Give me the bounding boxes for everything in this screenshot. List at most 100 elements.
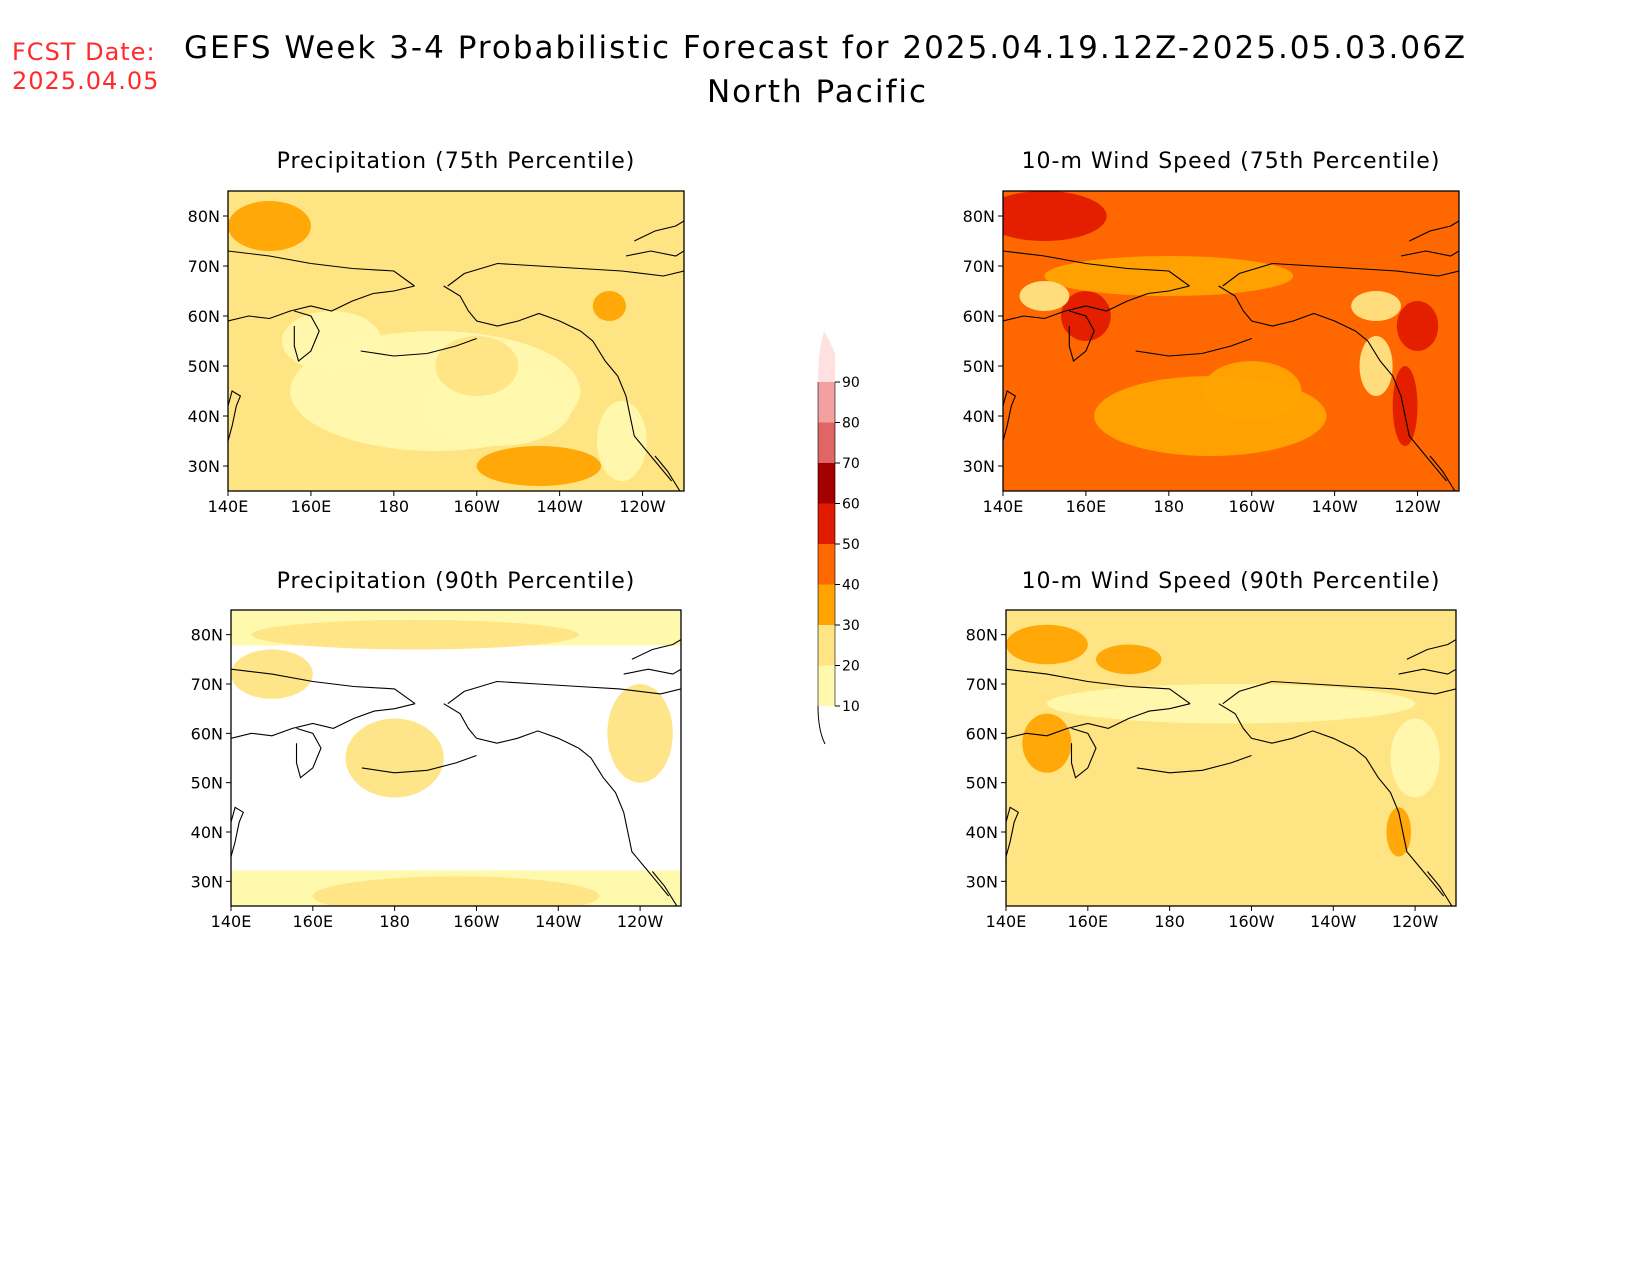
- coastline: [295, 727, 322, 779]
- field-contour: [1096, 644, 1162, 675]
- field-contour: [1392, 366, 1418, 446]
- fcst-date-block: FCST Date: 2025.04.05: [12, 38, 159, 96]
- coastline: [1426, 871, 1453, 906]
- lon-tick-label: 160W: [454, 497, 501, 516]
- colorbar-label: 80: [842, 416, 860, 432]
- colorbar-label: 50: [842, 537, 860, 553]
- field-contour: [1019, 281, 1070, 311]
- map-frame: [230, 609, 682, 907]
- lat-tick-label: 50N: [188, 357, 220, 376]
- lat-tick-label: 60N: [191, 724, 223, 743]
- fcst-date-label: FCST Date:: [12, 38, 156, 66]
- colorbar-label: 70: [842, 456, 860, 472]
- panel-title: 10-m Wind Speed (75th Percentile): [1022, 149, 1441, 174]
- field-contour: [592, 291, 626, 321]
- lat-tick-label: 40N: [966, 823, 998, 842]
- map-panel: Precipitation (90th Percentile) 140E 160E 1…: [191, 569, 682, 931]
- coastline: [651, 871, 678, 906]
- lat-tick-label: 30N: [191, 872, 223, 891]
- lon-tick-label: 140W: [535, 912, 582, 931]
- coastline: [447, 262, 684, 287]
- field-contour: [596, 401, 647, 481]
- lon-tick-label: 180: [379, 912, 410, 931]
- coastline: [1222, 680, 1456, 705]
- coastline: [1409, 220, 1459, 242]
- colorbar-label: 90: [842, 375, 860, 391]
- lat-tick-label: 70N: [191, 675, 223, 694]
- coastline: [1398, 668, 1456, 675]
- field-contour: [1396, 301, 1439, 351]
- field-contour: [1003, 191, 1107, 241]
- coastline: [1006, 703, 1191, 739]
- colorbar-swatch: [818, 544, 835, 585]
- figure-subtitle: North Pacific: [706, 74, 929, 110]
- coastline: [654, 455, 681, 491]
- coastline: [231, 668, 416, 705]
- lat-tick-label: 60N: [188, 307, 220, 326]
- coastline: [360, 337, 477, 357]
- lat-tick-label: 70N: [966, 675, 998, 694]
- lon-tick-label: 160E: [291, 497, 332, 516]
- coastline: [1136, 754, 1252, 774]
- map-panel: 10-m Wind Speed (75th Percentile) 140E 160…: [963, 149, 1460, 516]
- map-frame: [1005, 609, 1457, 907]
- fcst-date-value: 2025.04.05: [12, 67, 160, 95]
- colorbar-label: 60: [842, 497, 860, 513]
- coastline: [623, 668, 681, 675]
- lat-tick-label: 80N: [963, 207, 995, 226]
- lon-tick-label: 120W: [1392, 912, 1439, 931]
- lat-tick-label: 30N: [966, 872, 998, 891]
- lat-tick-label: 40N: [188, 407, 220, 426]
- lon-tick-label: 140E: [211, 912, 252, 931]
- field-contour: [607, 684, 673, 783]
- coastline: [634, 220, 684, 242]
- coastline: [1429, 455, 1456, 491]
- coastline: [1006, 668, 1191, 705]
- coastline: [1222, 262, 1459, 287]
- colorbar-swatch: [818, 463, 835, 504]
- coastline: [228, 285, 415, 322]
- panel-title: Precipitation (90th Percentile): [277, 569, 636, 594]
- field-contour: [345, 718, 444, 798]
- field-contour: [1390, 718, 1440, 798]
- field-contour: [1351, 291, 1401, 321]
- lat-tick-label: 60N: [966, 724, 998, 743]
- field-base: [231, 610, 681, 906]
- coastline: [1218, 703, 1445, 897]
- lat-tick-label: 70N: [188, 257, 220, 276]
- field-contour: [435, 336, 519, 396]
- coastline: [1406, 639, 1456, 660]
- coastline: [447, 680, 681, 705]
- coastline: [1068, 310, 1095, 362]
- lon-tick-label: 140E: [983, 497, 1024, 516]
- lon-tick-label: 160W: [453, 912, 500, 931]
- lon-tick-label: 140W: [1311, 497, 1358, 516]
- lon-tick-label: 120W: [1394, 497, 1441, 516]
- coastline: [228, 390, 242, 442]
- coastline: [1400, 250, 1459, 257]
- colorbar-label: 40: [842, 578, 860, 594]
- lat-tick-label: 30N: [188, 457, 220, 476]
- field-contour: [1046, 684, 1416, 724]
- lon-tick-label: 120W: [617, 912, 664, 931]
- coastline: [443, 703, 670, 897]
- lon-tick-label: 160E: [1067, 912, 1108, 931]
- coastline: [361, 754, 477, 774]
- field-contour: [1006, 624, 1088, 665]
- field-base: [1006, 610, 1456, 906]
- field-contour: [228, 201, 311, 251]
- map-frame: [227, 190, 685, 492]
- lon-tick-label: 140W: [536, 497, 583, 516]
- colorbar-swatch: [818, 625, 835, 666]
- lat-tick-label: 80N: [191, 626, 223, 645]
- map-panel: Precipitation (75th Percentile) 140E 160E 1…: [188, 149, 685, 516]
- field-contour: [1359, 336, 1393, 396]
- colorbar-swatch: [818, 584, 835, 625]
- field-contour: [1201, 361, 1302, 421]
- lon-tick-label: 160W: [1229, 497, 1276, 516]
- coastline: [1003, 390, 1017, 442]
- colorbar-swatch: [818, 665, 835, 706]
- colorbar-swatch: [818, 331, 835, 382]
- lat-tick-label: 40N: [191, 823, 223, 842]
- coastline: [1135, 337, 1252, 357]
